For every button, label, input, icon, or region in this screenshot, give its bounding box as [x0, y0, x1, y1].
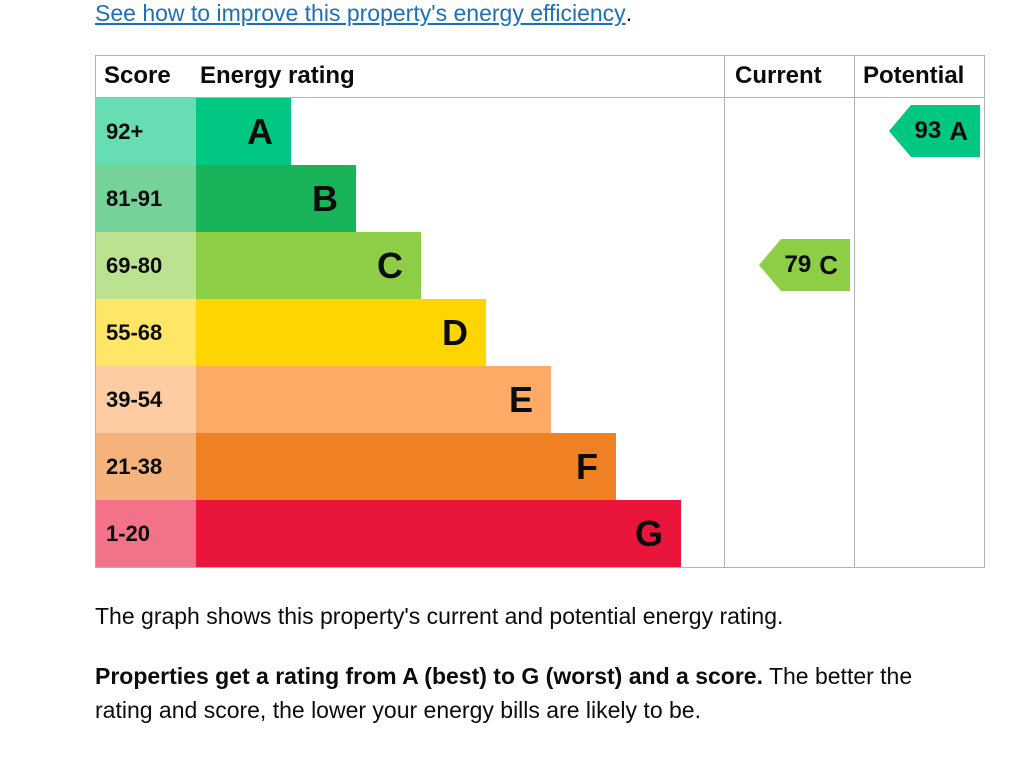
rating-bar-cell-g: G [196, 500, 724, 567]
explanation-text: Properties get a rating from A (best) to… [95, 660, 915, 727]
current-tag-body: 79C [781, 239, 850, 291]
potential-cell-f [854, 433, 984, 500]
score-range-a: 92+ [96, 98, 196, 165]
chart-body: 92+A93A81-91B69-80C79C55-68D39-54E21-38F… [96, 98, 984, 567]
potential-cell-c [854, 232, 984, 299]
score-range-c: 69-80 [96, 232, 196, 299]
band-row-e: 39-54E [96, 366, 984, 433]
band-row-g: 1-20G [96, 500, 984, 567]
link-period: . [626, 0, 632, 26]
score-range-e: 39-54 [96, 366, 196, 433]
energy-rating-chart: Score Energy rating Current Potential 92… [95, 55, 985, 568]
current-cell-f [724, 433, 854, 500]
header-potential: Potential [854, 56, 984, 97]
header-rating: Energy rating [196, 56, 724, 97]
rating-bar-d: D [196, 299, 486, 366]
potential-tag-body: 93A [911, 105, 980, 157]
rating-bar-cell-e: E [196, 366, 724, 433]
rating-bar-e: E [196, 366, 551, 433]
current-cell-g [724, 500, 854, 567]
potential-cell-b [854, 165, 984, 232]
rating-bar-g: G [196, 500, 681, 567]
potential-cell-d [854, 299, 984, 366]
current-cell-d [724, 299, 854, 366]
score-range-b: 81-91 [96, 165, 196, 232]
arrow-tip-icon [759, 239, 781, 291]
band-row-a: 92+A93A [96, 98, 984, 165]
potential-rating-tag: 93A [889, 105, 980, 157]
current-cell-c: 79C [724, 232, 854, 299]
score-range-d: 55-68 [96, 299, 196, 366]
rating-bar-cell-b: B [196, 165, 724, 232]
band-row-b: 81-91B [96, 165, 984, 232]
rating-bar-c: C [196, 232, 421, 299]
rating-bar-b: B [196, 165, 356, 232]
potential-cell-g [854, 500, 984, 567]
score-range-g: 1-20 [96, 500, 196, 567]
rating-bar-cell-c: C [196, 232, 724, 299]
band-row-d: 55-68D [96, 299, 984, 366]
explanation-bold: Properties get a rating from A (best) to… [95, 663, 763, 689]
score-range-f: 21-38 [96, 433, 196, 500]
current-cell-e [724, 366, 854, 433]
improve-efficiency-link[interactable]: See how to improve this property's energ… [95, 0, 626, 27]
link-text: See how to improve this property's energ… [95, 0, 626, 26]
band-row-f: 21-38F [96, 433, 984, 500]
arrow-tip-icon [889, 105, 911, 157]
current-letter-value: C [819, 250, 838, 281]
potential-cell-a: 93A [854, 98, 984, 165]
current-rating-tag: 79C [759, 239, 850, 291]
potential-letter-value: A [949, 116, 968, 147]
potential-score-value: 93 [915, 117, 942, 145]
current-cell-a [724, 98, 854, 165]
band-row-c: 69-80C79C [96, 232, 984, 299]
current-score-value: 79 [785, 251, 812, 279]
rating-bar-cell-a: A [196, 98, 724, 165]
header-current: Current [724, 56, 854, 97]
chart-caption: The graph shows this property's current … [95, 600, 955, 632]
rating-bar-f: F [196, 433, 616, 500]
chart-header-row: Score Energy rating Current Potential [96, 56, 984, 98]
rating-bar-cell-f: F [196, 433, 724, 500]
potential-cell-e [854, 366, 984, 433]
header-score: Score [96, 56, 196, 97]
rating-bar-a: A [196, 98, 291, 165]
rating-bar-cell-d: D [196, 299, 724, 366]
current-cell-b [724, 165, 854, 232]
